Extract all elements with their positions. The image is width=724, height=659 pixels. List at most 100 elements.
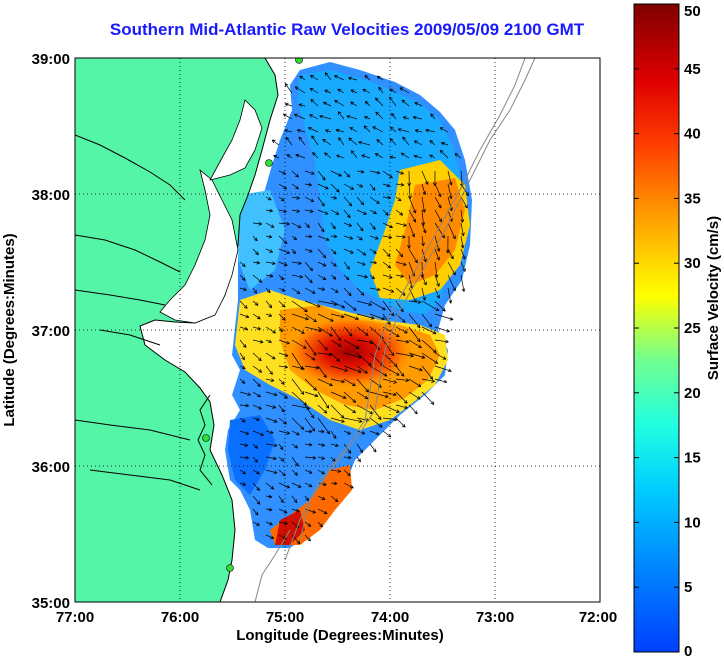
velocity-arrow xyxy=(395,234,406,239)
velocity-arrow xyxy=(349,126,358,133)
velocity-arrow xyxy=(265,352,276,360)
velocity-arrow xyxy=(304,534,311,542)
velocity-arrow xyxy=(239,469,246,475)
velocity-arrow xyxy=(265,261,276,266)
velocity-arrow xyxy=(278,235,288,245)
velocity-arrow xyxy=(369,209,377,215)
velocity-arrow xyxy=(402,116,410,120)
velocity-arrow xyxy=(252,221,263,226)
velocity-arrow xyxy=(343,404,356,414)
velocity-arrow xyxy=(434,274,440,287)
velocity-arrow xyxy=(382,313,391,326)
velocity-arrow xyxy=(356,196,365,206)
velocity-arrow xyxy=(356,430,366,435)
velocity-arrow xyxy=(317,482,327,486)
velocity-arrow xyxy=(317,339,328,351)
velocity-arrow xyxy=(369,404,382,421)
velocity-arrow xyxy=(382,339,395,357)
velocity-arrow xyxy=(408,352,426,359)
velocity-arrow xyxy=(376,139,384,146)
velocity-arrow xyxy=(265,208,273,213)
velocity-arrow xyxy=(291,326,305,334)
velocity-arrow xyxy=(304,469,313,474)
velocity-arrow xyxy=(401,99,410,107)
velocity-arrow xyxy=(330,195,338,200)
velocity-arrow xyxy=(343,248,354,254)
velocity-arrow xyxy=(265,443,278,448)
velocity-arrow xyxy=(395,378,410,383)
velocity-arrow xyxy=(369,248,377,254)
velocity-arrow xyxy=(330,378,345,384)
velocity-arrow xyxy=(317,443,326,447)
velocity-arrow xyxy=(421,300,440,312)
velocity-arrow xyxy=(343,183,355,190)
velocity-arrow xyxy=(324,89,332,94)
velocity-arrow xyxy=(324,152,332,159)
velocity-arrow xyxy=(304,222,310,228)
velocity-arrow xyxy=(317,235,330,241)
velocity-arrow xyxy=(434,378,448,384)
velocity-arrow xyxy=(278,261,288,267)
velocity-arrow xyxy=(252,443,259,449)
velocity-arrow xyxy=(382,287,395,293)
velocity-arrow xyxy=(356,443,364,454)
x-tick-label: 77:00 xyxy=(56,609,94,626)
velocity-arrow xyxy=(265,313,273,317)
velocity-arrow xyxy=(408,339,422,349)
velocity-arrow xyxy=(389,155,397,160)
velocity-arrow xyxy=(291,456,299,467)
colorbar-tick-label: 10 xyxy=(684,514,701,531)
velocity-arrow xyxy=(369,170,381,175)
velocity-arrow xyxy=(400,152,410,159)
velocity-arrow xyxy=(375,111,384,120)
plot-frame xyxy=(74,57,601,603)
velocity-arrow xyxy=(408,391,421,400)
velocity-arrow xyxy=(291,222,302,229)
x-tick-label: 74:00 xyxy=(371,609,409,626)
x-tick-label: 76:00 xyxy=(161,609,199,626)
radar-station-marker xyxy=(226,564,234,572)
velocity-arrow xyxy=(304,417,316,432)
velocity-arrow xyxy=(421,352,439,364)
velocity-arrow xyxy=(356,222,364,232)
velocity-arrow xyxy=(421,222,427,234)
velocity-arrow xyxy=(265,365,273,375)
velocity-arrow xyxy=(304,261,314,272)
velocity-arrow xyxy=(408,365,423,372)
velocity-arrow xyxy=(395,287,406,296)
velocity-arrow xyxy=(278,456,285,462)
velocity-arrow xyxy=(395,352,414,358)
velocity-arrow xyxy=(325,129,332,133)
velocity-arrow xyxy=(343,222,353,227)
velocity-arrow xyxy=(330,417,345,423)
velocity-arrow xyxy=(421,287,426,301)
velocity-arrow xyxy=(356,352,372,366)
velocity-arrow xyxy=(364,74,371,81)
velocity-arrow xyxy=(421,365,434,380)
velocity-arrows xyxy=(239,72,469,545)
velocity-arrow xyxy=(421,313,433,328)
velocity-arrow xyxy=(337,88,345,94)
velocity-arrow xyxy=(278,248,290,254)
velocity-arrow xyxy=(343,313,359,320)
velocity-arrow xyxy=(304,429,313,434)
velocity-arrow xyxy=(356,287,365,296)
velocity-arrow xyxy=(395,391,408,404)
velocity-arrow xyxy=(265,494,273,499)
velocity-arrow xyxy=(407,235,411,249)
velocity-arrow xyxy=(307,127,319,133)
velocity-arrow xyxy=(343,455,352,460)
velocity-arrow xyxy=(434,261,439,278)
velocity-arrow xyxy=(330,248,337,255)
velocity-arrow xyxy=(304,234,313,239)
velocity-arrow xyxy=(395,404,408,410)
velocity-arrow xyxy=(447,183,453,200)
velocity-arrow xyxy=(413,154,423,159)
velocity-arrow xyxy=(343,274,350,281)
velocity-arrow xyxy=(395,222,407,227)
velocity-arrow xyxy=(421,378,435,383)
velocity-arrow xyxy=(265,521,273,526)
velocity-arrow xyxy=(304,365,319,370)
velocity-arrow xyxy=(421,391,435,405)
velocity-arrow xyxy=(298,103,306,107)
